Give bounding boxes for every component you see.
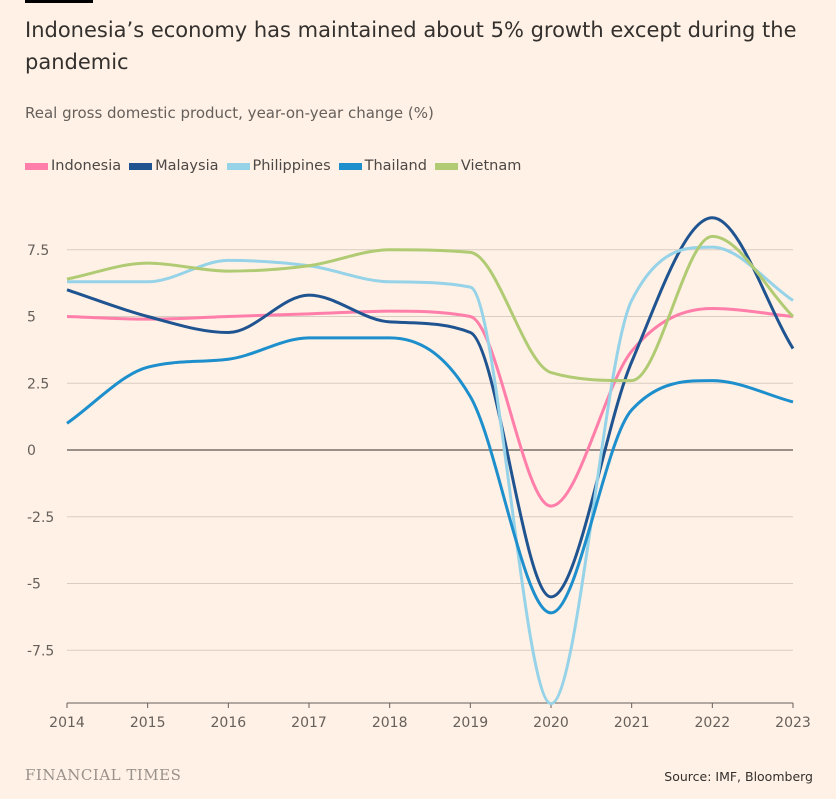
y-tick-label: 7.5 — [27, 243, 49, 259]
y-tick-label: 5 — [27, 310, 36, 326]
legend-label: Philippines — [252, 158, 331, 174]
series-line-malaysia — [66, 216, 795, 599]
legend-item-vietnam: Vietnam — [434, 158, 522, 174]
series-line-thailand — [66, 336, 794, 615]
x-tick-label: 2017 — [291, 715, 327, 731]
legend-item-philippines: Philippines — [226, 158, 331, 174]
legend: Indonesia Malaysia Philippines Thailand Viet… — [25, 158, 521, 174]
series-line-vietnam — [66, 234, 795, 383]
y-tick-label: -2.5 — [27, 510, 54, 526]
legend-item-thailand: Thailand — [338, 158, 427, 174]
ft-top-bar — [25, 0, 93, 3]
x-tick-label: 2018 — [372, 715, 408, 731]
legend-swatch — [226, 162, 250, 170]
x-tick-label: 2022 — [695, 715, 731, 731]
y-tick-label: 2.5 — [27, 376, 49, 392]
legend-swatch — [338, 162, 362, 170]
legend-item-indonesia: Indonesia — [25, 158, 121, 174]
series-line-indonesia — [66, 306, 794, 508]
y-tick-label: -7.5 — [27, 643, 54, 659]
source-note: Source: IMF, Bloomberg — [664, 769, 813, 784]
x-tick-label: 2014 — [49, 715, 85, 731]
legend-label: Malaysia — [155, 158, 219, 174]
legend-swatch — [25, 162, 48, 170]
x-tick-label: 2016 — [211, 715, 247, 731]
ft-logo: FINANCIAL TIMES — [25, 766, 182, 784]
chart-title: Indonesia’s economy has maintained about… — [25, 18, 797, 74]
x-tick-label: 2020 — [533, 715, 569, 731]
chart-subtitle: Real gross domestic product, year-on-yea… — [25, 104, 434, 122]
legend-label: Thailand — [364, 158, 427, 174]
legend-item-malaysia: Malaysia — [129, 158, 219, 174]
legend-label: Indonesia — [51, 158, 122, 174]
y-tick-label: 0 — [27, 443, 36, 459]
series-line-philippines — [67, 245, 794, 706]
x-tick-label: 2019 — [453, 715, 489, 731]
legend-swatch — [129, 162, 153, 170]
x-tick-label: 2023 — [775, 715, 811, 731]
x-tick-label: 2015 — [130, 715, 166, 731]
x-tick-label: 2021 — [614, 715, 650, 731]
legend-swatch — [434, 162, 458, 170]
y-tick-label: -5 — [27, 577, 41, 593]
legend-label: Vietnam — [460, 158, 522, 174]
